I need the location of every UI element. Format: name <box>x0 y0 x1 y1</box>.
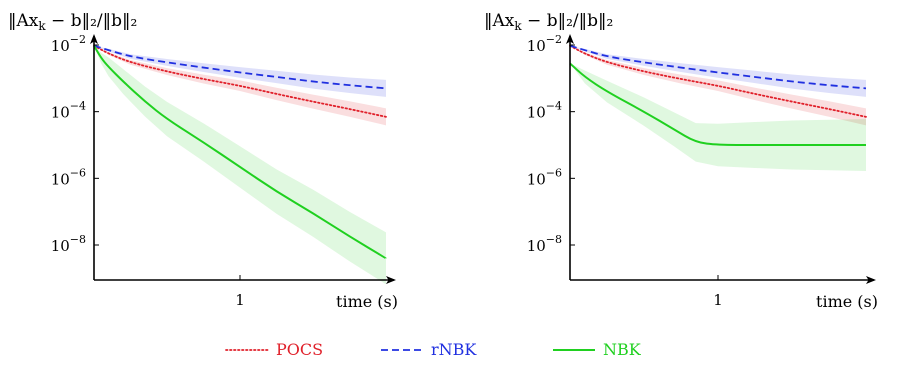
series-nbk <box>569 62 866 146</box>
band-nbk <box>94 45 386 285</box>
band-rnbk <box>570 45 866 97</box>
y-tick-label: 10−2 <box>51 33 86 55</box>
y-tick-label: 10−4 <box>527 100 562 122</box>
legend: POCS rNBK NBK <box>225 340 642 359</box>
chart-title: ‖Axk − b‖₂/‖b‖₂ <box>8 11 137 33</box>
y-tick-label: 10−8 <box>527 233 562 255</box>
x-axis-label: time (s) <box>336 292 398 311</box>
series-pocs <box>93 44 387 118</box>
band-rnbk <box>94 45 386 97</box>
y-tick-label: 10−6 <box>527 166 562 188</box>
x-tick-label: 1 <box>235 291 245 309</box>
series-pocs <box>569 44 867 118</box>
y-tick-label: 10−8 <box>51 233 86 255</box>
chart-panel-1: ‖Axk − b‖₂/‖b‖₂10−2 10−4 10−6 10−8 1 time (s) <box>8 11 398 311</box>
chart-title: ‖Axk − b‖₂/‖b‖₂ <box>484 11 613 33</box>
y-tick-label: 10−2 <box>527 33 562 55</box>
series-rnbk <box>569 44 867 90</box>
y-tick-label: 10−4 <box>51 100 86 122</box>
legend-label-nbk: NBK <box>603 340 642 359</box>
legend-label-pocs: POCS <box>276 340 323 359</box>
x-tick-label: 1 <box>713 291 723 309</box>
series-nbk <box>93 45 387 260</box>
legend-label-rnbk: rNBK <box>431 340 477 359</box>
x-axis-label: time (s) <box>816 292 878 311</box>
chart-panel-2: ‖Axk − b‖₂/‖b‖₂10−2 10−4 10−6 10−8 1 time (s) <box>484 11 878 311</box>
y-tick-label: 10−6 <box>51 166 86 188</box>
